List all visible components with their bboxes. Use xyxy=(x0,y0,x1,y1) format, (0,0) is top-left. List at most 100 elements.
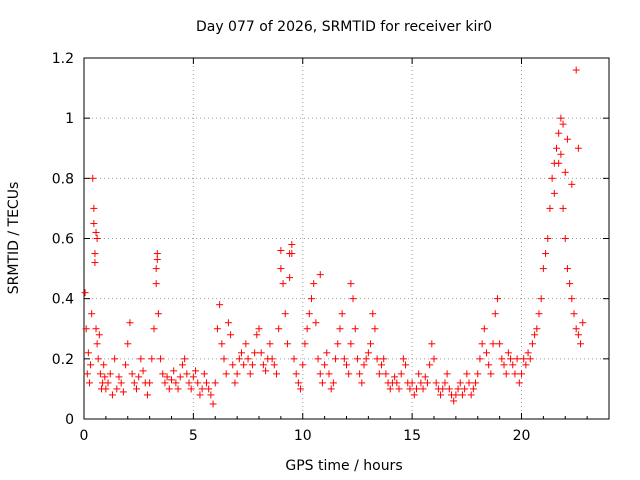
data-point xyxy=(577,340,585,348)
data-point xyxy=(566,280,574,288)
data-point xyxy=(189,373,197,381)
data-point xyxy=(544,235,552,242)
data-point xyxy=(450,397,458,405)
data-point xyxy=(391,373,399,381)
data-point xyxy=(238,349,245,357)
data-point xyxy=(104,379,112,387)
data-point xyxy=(303,325,311,333)
data-point xyxy=(325,370,333,378)
data-point xyxy=(305,310,313,318)
data-point xyxy=(386,385,394,393)
data-point xyxy=(251,349,259,357)
data-point xyxy=(262,367,270,375)
data-point xyxy=(146,379,154,387)
data-point xyxy=(277,265,285,273)
data-point xyxy=(233,370,241,378)
data-point xyxy=(441,379,449,387)
x-axis-ticks: 0 5 10 15 20 xyxy=(80,58,610,444)
data-point xyxy=(187,385,195,393)
data-point xyxy=(130,379,138,387)
data-point xyxy=(504,349,512,357)
data-point xyxy=(559,204,567,212)
data-point xyxy=(161,379,169,387)
data-point xyxy=(338,310,346,318)
x-tick-label: 15 xyxy=(403,428,421,444)
data-point xyxy=(255,325,263,333)
data-point xyxy=(520,355,528,363)
data-point xyxy=(478,340,486,348)
data-point xyxy=(101,373,109,381)
data-point xyxy=(248,361,256,369)
data-point xyxy=(286,274,294,282)
data-point xyxy=(231,379,239,387)
data-point xyxy=(229,361,237,369)
y-tick-label: 0.4 xyxy=(52,292,74,308)
data-point xyxy=(235,355,243,363)
data-point xyxy=(87,361,95,369)
data-point xyxy=(347,340,355,348)
data-point xyxy=(321,361,329,369)
data-point xyxy=(443,370,451,378)
data-point xyxy=(292,370,300,378)
data-point xyxy=(266,340,274,348)
y-axis-label: SRMTID / TECUs xyxy=(6,182,22,295)
data-point xyxy=(207,391,215,399)
data-point xyxy=(419,385,427,393)
data-point xyxy=(579,319,587,327)
data-point xyxy=(465,379,473,387)
data-point xyxy=(371,325,379,333)
data-point xyxy=(91,250,99,258)
data-point xyxy=(185,379,193,387)
data-point xyxy=(417,379,425,387)
data-point xyxy=(349,295,357,303)
data-point xyxy=(94,355,102,363)
data-point xyxy=(395,385,403,393)
data-point xyxy=(327,385,335,393)
data-point xyxy=(148,355,156,363)
data-point xyxy=(563,265,571,273)
data-point xyxy=(277,247,285,255)
data-point xyxy=(378,361,385,369)
data-point xyxy=(502,370,510,378)
data-point xyxy=(159,370,167,378)
data-point xyxy=(115,373,123,381)
data-point xyxy=(430,355,438,363)
x-tick-label: 5 xyxy=(189,428,198,444)
data-point xyxy=(410,391,418,399)
data-point xyxy=(526,355,534,363)
data-point xyxy=(487,370,495,378)
data-point xyxy=(367,340,375,348)
data-point xyxy=(133,385,140,393)
data-point xyxy=(100,361,108,369)
data-point xyxy=(102,385,110,393)
data-point xyxy=(106,370,114,378)
data-point xyxy=(218,340,226,348)
data-point xyxy=(546,204,554,212)
data-point xyxy=(163,373,171,381)
x-tick-label: 20 xyxy=(513,428,531,444)
data-point xyxy=(273,370,280,378)
data-point xyxy=(454,385,462,393)
data-point xyxy=(170,367,178,375)
data-point xyxy=(297,385,305,393)
data-point xyxy=(463,370,471,378)
data-point xyxy=(108,391,116,399)
data-point xyxy=(268,355,276,363)
data-point xyxy=(452,391,460,399)
data-point xyxy=(334,340,342,348)
data-point xyxy=(216,301,224,309)
data-point xyxy=(369,310,377,318)
data-point xyxy=(81,289,89,297)
x-tick-label: 10 xyxy=(294,428,312,444)
data-point xyxy=(568,295,576,303)
data-point xyxy=(213,325,221,333)
data-point xyxy=(332,355,340,363)
data-point xyxy=(281,310,289,318)
data-point xyxy=(515,379,523,387)
data-point xyxy=(111,355,119,363)
data-point xyxy=(152,280,160,288)
data-point xyxy=(122,361,130,369)
data-point xyxy=(345,370,353,378)
data-point xyxy=(85,379,93,387)
data-point xyxy=(312,319,320,327)
